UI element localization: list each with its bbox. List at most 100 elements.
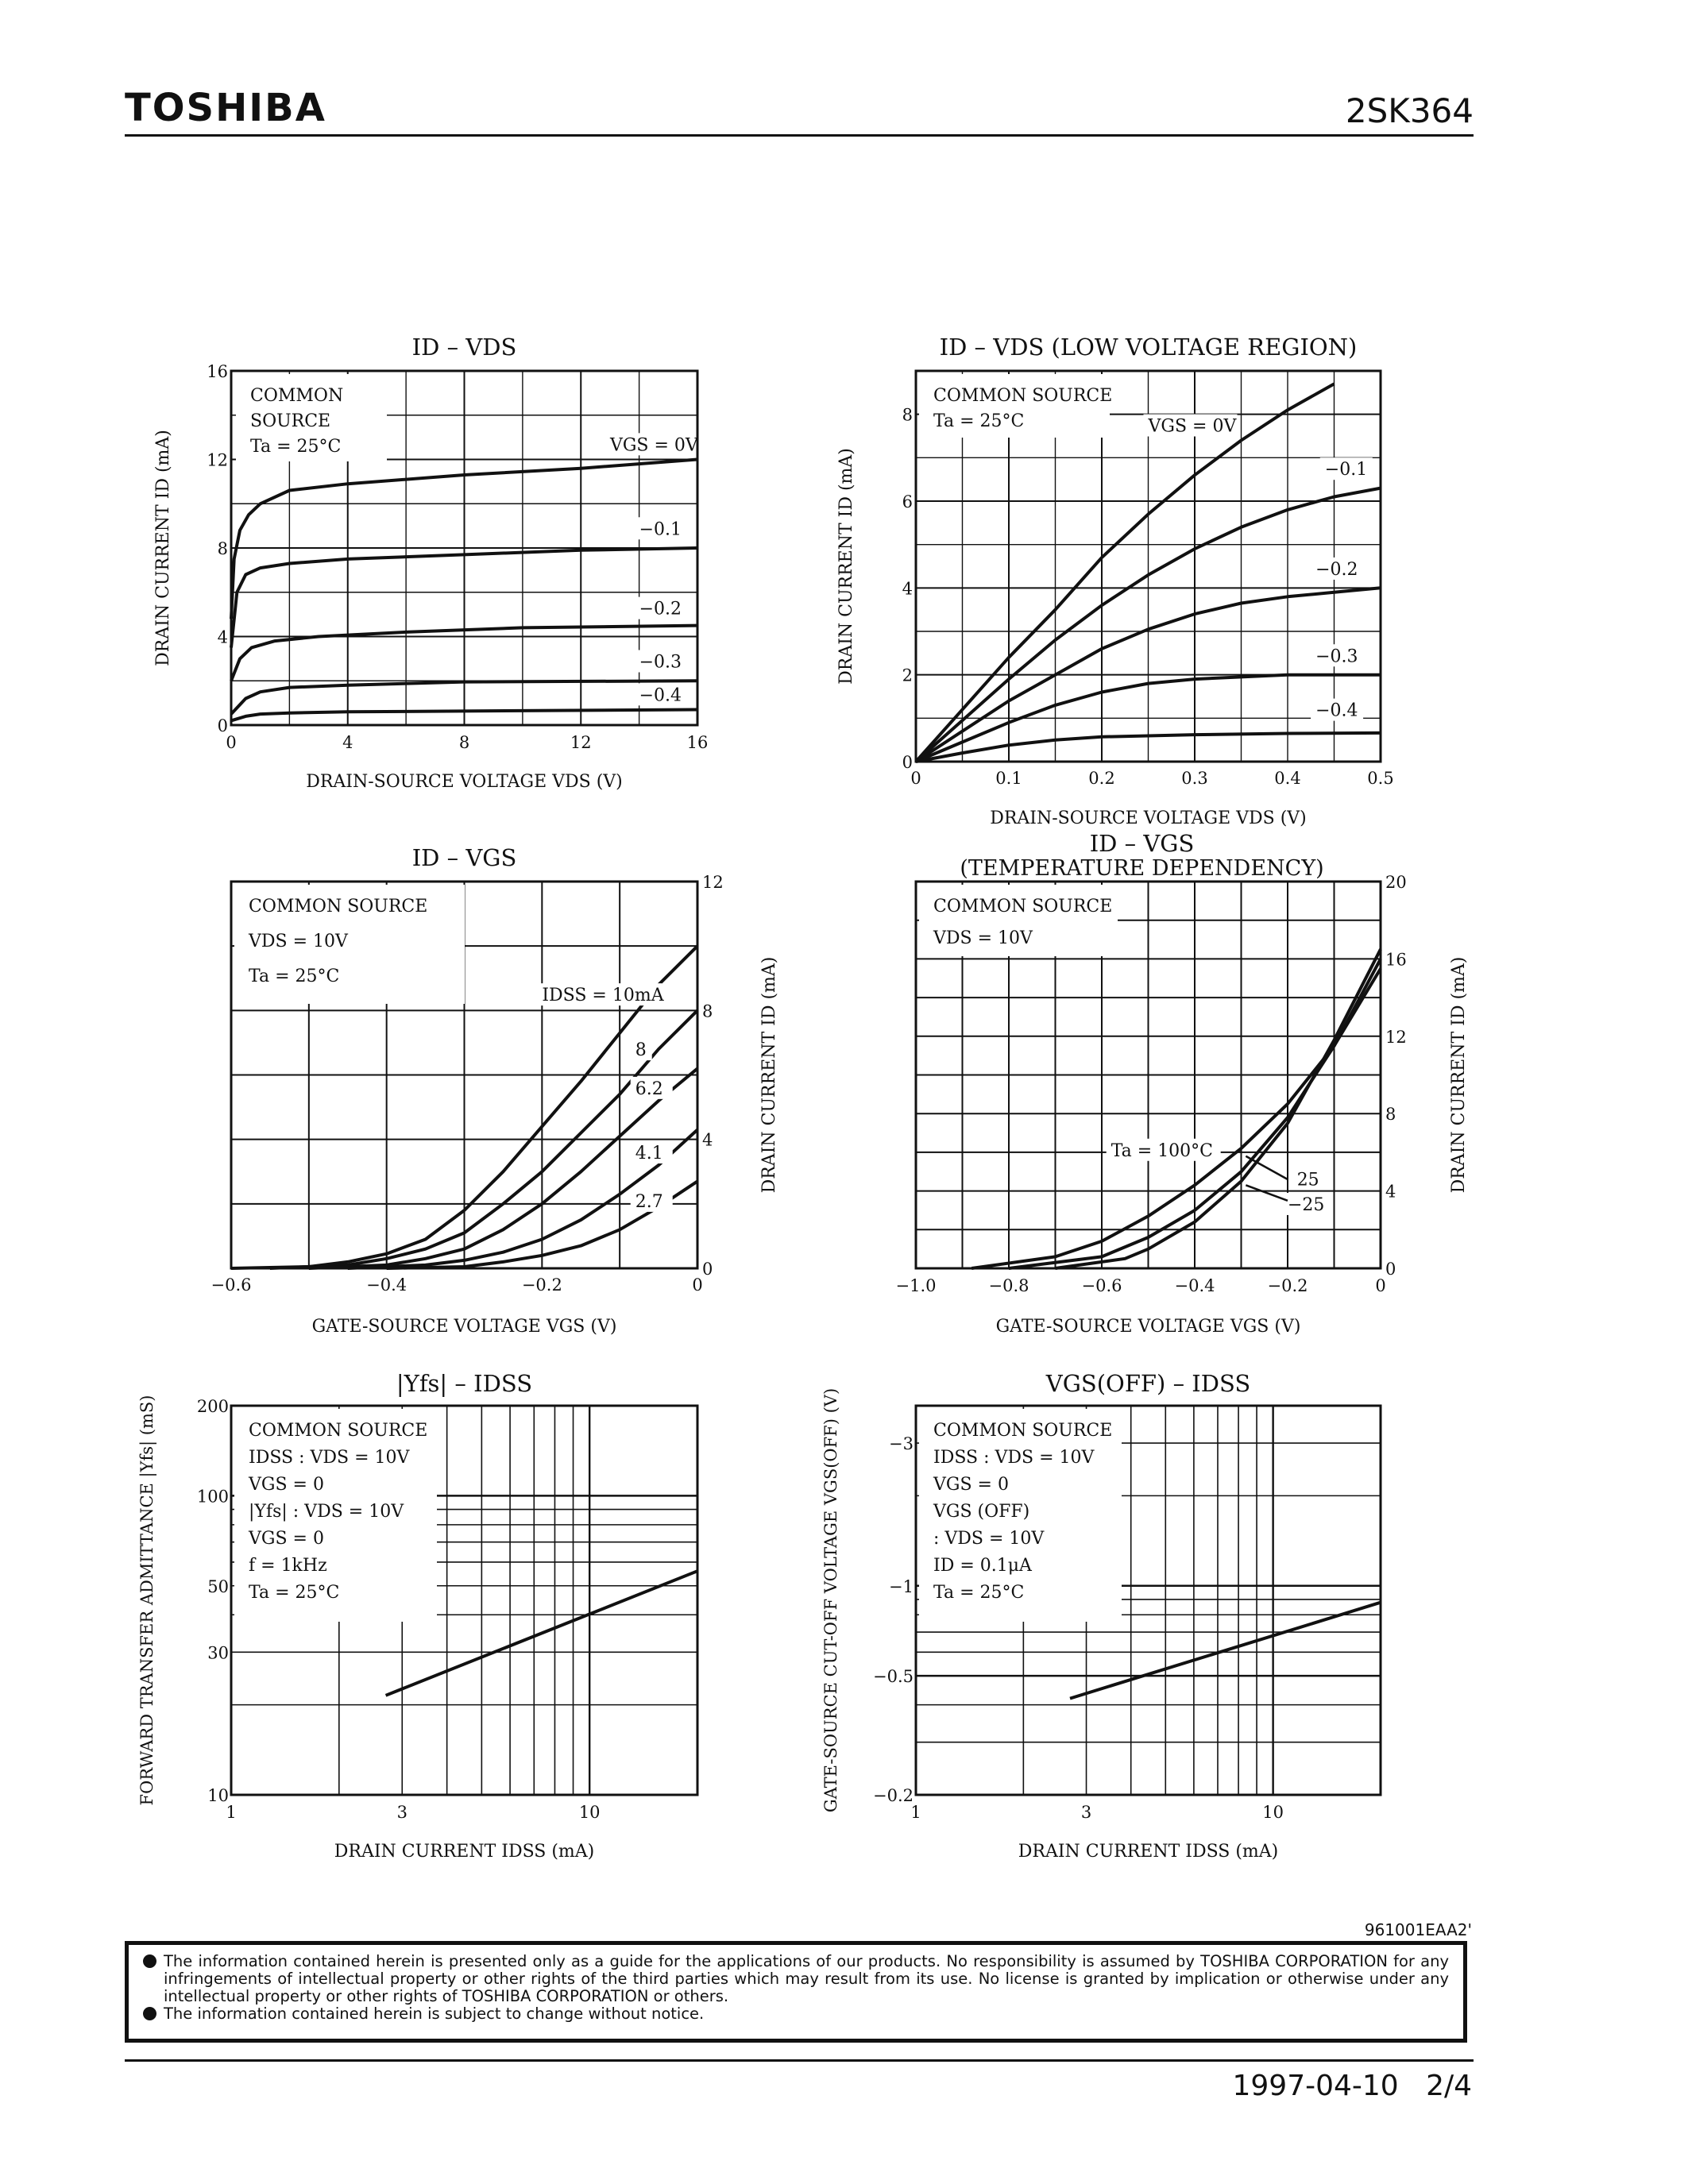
annotation-text: f = 1kHz [249,1556,327,1576]
series-line [230,679,698,716]
footer-rule [125,2059,1474,2062]
chart-title: VGS(OFF) – IDSS [1045,1370,1251,1397]
tick-label: 4 [702,1131,713,1150]
tick-label: 0.4 [1274,769,1300,788]
annotation-text: Ta = 25°C [249,1583,339,1603]
tick-label: −0.2 [1268,1276,1308,1295]
annotation-text: ID = 0.1μA [933,1556,1033,1576]
page-footer: 1997-04-10 2/4 [1233,2070,1473,2102]
annotation-text: SOURCE [250,411,330,431]
tick-label: 8 [459,733,469,752]
tick-label: 10 [579,1803,601,1822]
annotation-text: IDSS : VDS = 10V [249,1448,410,1468]
chart-title: ID – VGS [1090,830,1195,857]
brand-logo: TOSHIBA [125,86,326,130]
annotation-text: VGS = 0 [248,1475,324,1495]
tick-label: 4 [1385,1183,1396,1202]
series-label: −0.3 [1315,646,1358,666]
footer-date: 1997-04-10 [1232,2070,1399,2102]
tick-label: −3 [889,1434,914,1453]
tick-label: 0 [910,769,921,788]
tick-label: −1 [889,1577,914,1596]
label-mask [630,1076,673,1099]
annotation-text: COMMON [250,386,343,406]
axis-label: DRAIN CURRENT ID (mA) [836,448,856,685]
disclaimer-text-2: The information contained herein is subj… [164,2005,705,2023]
label-mask [1143,414,1238,437]
axis-label: DRAIN CURRENT IDSS (mA) [1018,1842,1279,1862]
annotation-text: COMMON SOURCE [933,897,1112,916]
annotation-text: |Yfs| : VDS = 10V [249,1502,404,1522]
tick-label: 0.2 [1088,769,1114,788]
tick-label: −0.5 [873,1667,914,1686]
tick-label: 8 [902,406,913,425]
chart-title: |Yfs| – IDSS [396,1370,532,1397]
chart-title: ID – VDS (LOW VOLTAGE REGION) [940,334,1358,361]
axis-label: GATE-SOURCE VOLTAGE VGS (V) [996,1317,1301,1337]
series-label: −0.3 [639,653,682,673]
label-mask [1311,698,1364,721]
disclaimer-item: The information contained herein is subj… [143,2005,1449,2023]
tick-label: 12 [1385,1028,1407,1047]
disclaimer-item: The information contained herein is pres… [143,1953,1449,2005]
series-line [230,944,699,1270]
annotation-box [234,885,465,1004]
series-label: 8 [635,1040,647,1060]
tick-label: 16 [687,733,709,752]
annotation-text: VGS (OFF) [933,1502,1029,1522]
annotation-text: Ta = 25°C [249,967,339,986]
tick-label: 8 [1385,1105,1396,1124]
series-line [1069,1600,1381,1700]
annotation-text: VDS = 10V [933,928,1033,948]
tick-label: 1 [226,1803,236,1822]
tick-label: −0.4 [366,1275,407,1295]
chart-vgsoff-idss: COMMON SOURCE IDSS : VDS = 10V VGS = 0 VGS … [821,1370,1382,1862]
label-mask [630,1189,673,1212]
tick-label: 4 [342,733,353,752]
plot-frame [914,1404,1382,1796]
series-label: −0.1 [639,519,682,539]
tick-label: 16 [1385,950,1407,969]
annotation-text: VGS = 0 [248,1529,324,1549]
series-line [1055,948,1382,1270]
series-line [971,967,1382,1270]
annotation-text: COMMON SOURCE [249,897,427,916]
annotation-box [919,374,1110,438]
plot-frame [230,880,699,1270]
pointer-arrow [1245,1155,1288,1181]
tick-label: −0.6 [1082,1276,1122,1295]
charts-canvas: COMMON SOURCE Ta = 25°C VGS = 0V −0.1 −0.2 −0.… [137,334,1469,1862]
tick-label: 3 [1081,1803,1091,1822]
tick-label: 1 [910,1803,921,1822]
tick-label: 10 [1262,1803,1284,1822]
series-line [1008,958,1382,1270]
annotation-text: Ta = 25°C [933,1583,1024,1603]
axis-label: GATE-SOURCE VOLTAGE VGS (V) [312,1317,617,1337]
tick-label: 0 [1385,1260,1396,1279]
footer-page: 2/4 [1426,2070,1472,2102]
tick-label: 20 [1385,873,1407,892]
tick-label: 16 [207,362,228,381]
tick-label: −0.2 [873,1786,914,1805]
tick-label: 8 [218,539,228,558]
series-label: 25 [1297,1170,1319,1190]
series-label: 4.1 [635,1144,663,1163]
bullet-icon [143,2007,156,2020]
axis-label: DRAIN CURRENT ID (mA) [759,957,779,1194]
header-rule [125,134,1474,137]
series-label: IDSS = 10mA [542,986,664,1005]
series-label: −25 [1288,1195,1324,1215]
tick-label: 0 [1375,1276,1385,1295]
tick-label: −0.2 [522,1275,562,1295]
annotation-text: VGS = 0 [933,1475,1009,1495]
tick-label: 6 [902,492,913,511]
tick-label: 12 [207,451,228,470]
chart-id-vds-low-voltage: COMMON SOURCE Ta = 25°C VGS = 0V −0.1 −0.2 −0… [836,334,1394,828]
series-label: −0.4 [1315,701,1358,721]
plot-frame [914,880,1382,1270]
tick-label: 10 [207,1786,229,1805]
tick-label: 12 [570,733,592,752]
plot-frame [230,1404,699,1796]
series-line [914,486,1381,763]
series-line [347,1129,699,1270]
